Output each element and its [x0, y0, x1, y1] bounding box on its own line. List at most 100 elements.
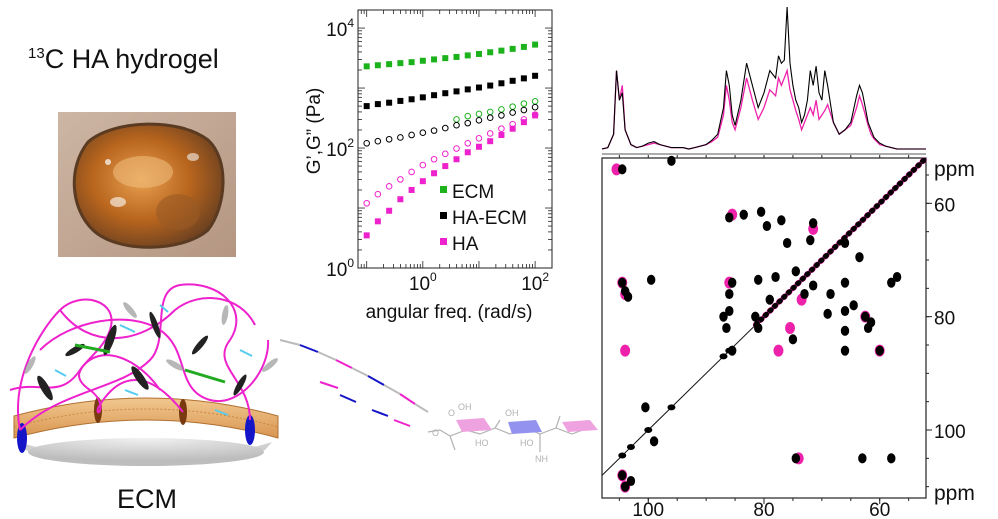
data-point — [509, 120, 516, 128]
y-tick-label: 102 — [326, 136, 354, 161]
diagonal-peak — [831, 243, 839, 251]
data-point — [453, 121, 460, 129]
cross-peak — [892, 271, 902, 283]
cross-peak — [826, 288, 835, 300]
cross-peak — [887, 453, 896, 464]
ecm-illustration: O HO HO OH NH O OH — [9, 283, 598, 466]
data-point — [532, 72, 539, 79]
diagonal-peak — [719, 353, 728, 360]
data-point — [363, 103, 370, 110]
data-point — [419, 94, 426, 101]
data-point — [475, 143, 482, 150]
y-tick-label: 100 — [326, 256, 354, 281]
data-point — [487, 49, 494, 56]
legend-swatch — [440, 238, 447, 245]
diagonal-peak — [859, 216, 867, 223]
data-point — [397, 196, 404, 203]
data-point — [475, 135, 483, 142]
diagonal-peak — [781, 293, 788, 300]
collagen-fibers — [37, 311, 247, 401]
data-point — [374, 62, 381, 69]
svg-text:OH: OH — [505, 408, 519, 418]
data-point — [453, 53, 460, 60]
diagonal-peak — [818, 257, 825, 264]
x-tick-label: 60 — [869, 500, 890, 519]
data-point — [531, 98, 539, 105]
data-point — [408, 168, 415, 176]
cross-peak — [722, 322, 731, 334]
diagonal-peak — [827, 248, 834, 255]
cross-peak — [782, 237, 792, 249]
cross-peak — [823, 308, 832, 319]
cross-peak — [756, 206, 766, 217]
data-point — [498, 125, 505, 133]
projection-black — [601, 6, 926, 150]
cross-peak — [788, 334, 798, 345]
data-point — [486, 108, 494, 116]
diagonal-peak — [887, 189, 894, 196]
data-point — [419, 129, 427, 137]
data-point — [520, 43, 527, 50]
diagonal-peak — [873, 203, 881, 210]
ha-chain-tail — [279, 339, 429, 427]
data-point — [442, 163, 449, 170]
data-point — [498, 106, 505, 113]
projection-pink — [601, 68, 926, 150]
cross-peak — [858, 453, 867, 464]
x-axis-label: angular freq. (rad/s) — [366, 302, 533, 323]
data-point — [520, 75, 527, 82]
legend-swatch — [440, 212, 447, 219]
data-point — [487, 82, 494, 89]
data-point — [419, 161, 427, 169]
diagonal-peak — [845, 230, 853, 237]
membrane-protein — [17, 423, 27, 453]
cross-peak — [855, 252, 864, 263]
data-point — [408, 96, 415, 103]
svg-text:O: O — [448, 408, 455, 418]
cross-peak — [791, 453, 801, 464]
data-point — [532, 41, 539, 48]
data-point — [464, 52, 471, 59]
diagonal-peak — [808, 266, 816, 273]
data-point — [363, 139, 370, 147]
cross-peak — [649, 436, 659, 447]
diagonal-peak — [878, 198, 885, 205]
data-point — [453, 145, 460, 152]
data-point — [475, 84, 482, 91]
data-point — [475, 50, 482, 57]
cross-peak — [762, 220, 772, 232]
cross-peak — [849, 300, 858, 311]
diagonal-peak — [794, 280, 802, 287]
diagonal-peak — [771, 302, 779, 309]
data-point — [397, 176, 404, 183]
cross-peak — [719, 311, 728, 322]
diagonal-peak — [626, 444, 635, 450]
data-point — [509, 45, 516, 52]
plot-frame — [357, 9, 553, 269]
data-point — [385, 135, 393, 143]
cross-peak — [806, 235, 815, 246]
cross-peak — [777, 215, 786, 226]
svg-text:NH: NH — [535, 454, 548, 464]
cross-peak — [875, 345, 884, 356]
diagonal-peak — [757, 316, 765, 323]
cross-peak — [725, 212, 734, 223]
cross-peak — [641, 402, 650, 413]
y-axis-label: ppm — [934, 158, 975, 181]
data-point — [374, 101, 381, 108]
svg-text:OH: OH — [458, 402, 472, 412]
data-point — [498, 131, 505, 138]
diagonal-peak — [822, 252, 830, 260]
diagonal-peak — [644, 427, 653, 433]
ecm-label: ECM — [117, 484, 177, 514]
cross-peak — [623, 291, 633, 302]
cross-peak — [739, 209, 748, 220]
data-point — [431, 170, 438, 177]
data-point — [531, 103, 539, 111]
data-point — [520, 116, 528, 123]
diagonal-peak — [910, 166, 918, 173]
cross-peak — [751, 311, 760, 322]
ha-polymer-strands — [9, 283, 270, 431]
data-point — [442, 90, 449, 97]
legend-swatch — [440, 186, 447, 193]
